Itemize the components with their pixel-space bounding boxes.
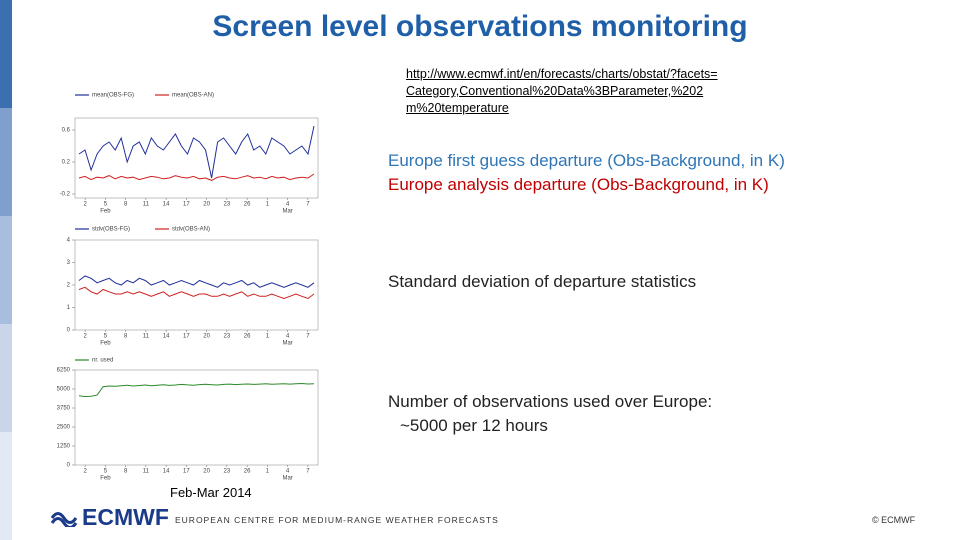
x-tick-label: 26 <box>244 469 251 475</box>
x-tick-label: 8 <box>124 202 128 208</box>
x-tick-label: 20 <box>203 469 210 475</box>
y-tick-label: 5000 <box>57 387 71 393</box>
y-tick-label: 0.2 <box>62 160 71 166</box>
y-tick-label: 3750 <box>57 406 71 412</box>
x-tick-label: 2 <box>83 334 87 340</box>
logo-icon <box>50 511 78 527</box>
x-tick-label: 1 <box>266 469 270 475</box>
x-tick-label: 17 <box>183 334 190 340</box>
x-tick-label: 14 <box>163 469 170 475</box>
x-tick-label: 14 <box>163 202 170 208</box>
sidebar-block <box>0 324 12 432</box>
caption: Europe analysis departure (Obs-Backgroun… <box>388 175 769 194</box>
month-label: Mar <box>282 341 292 347</box>
series-line <box>78 382 315 398</box>
x-tick-label: 4 <box>286 469 290 475</box>
month-label: Feb <box>100 476 111 482</box>
sidebar-block <box>0 108 12 216</box>
y-tick-label: 6250 <box>57 368 71 374</box>
x-tick-label: 7 <box>306 334 310 340</box>
caption: Europe first guess departure (Obs-Backgr… <box>388 151 785 170</box>
caption: ~5000 per 12 hours <box>400 416 548 435</box>
title: Screen level observations monitoring <box>212 10 748 43</box>
y-tick-label: 0.6 <box>62 128 71 134</box>
month-label: Feb <box>100 209 111 215</box>
x-tick-label: 23 <box>224 469 231 475</box>
x-tick-label: 8 <box>124 469 128 475</box>
period: Feb-Mar 2014 <box>170 485 252 500</box>
sidebar-block <box>0 216 12 324</box>
x-tick-label: 7 <box>306 469 310 475</box>
legend-label: mean(OBS-FG) <box>92 93 134 99</box>
x-tick-label: 2 <box>83 469 87 475</box>
legend-label: nr. used <box>92 358 113 364</box>
y-tick-label: 1 <box>67 305 71 311</box>
caption: Standard deviation of departure statisti… <box>388 272 697 291</box>
x-tick-label: 17 <box>183 202 190 208</box>
series-line <box>78 173 315 181</box>
y-tick-label: 1250 <box>57 444 71 450</box>
x-tick-label: 1 <box>266 202 270 208</box>
sidebar-block <box>0 0 12 108</box>
y-tick-label: 4 <box>67 238 71 244</box>
x-tick-label: 20 <box>203 334 210 340</box>
plot-frame <box>74 117 319 199</box>
x-tick-label: 20 <box>203 202 210 208</box>
y-tick-label: 0 <box>67 463 71 469</box>
x-tick-label: 11 <box>143 334 150 340</box>
logo: ECMWF <box>50 504 169 531</box>
y-tick-label: 2500 <box>57 425 71 431</box>
x-tick-label: 5 <box>104 334 108 340</box>
legend-label: stdv(OBS-FG) <box>92 227 130 233</box>
x-tick-label: 8 <box>124 334 128 340</box>
plot-frame <box>74 369 319 466</box>
x-tick-label: 4 <box>286 202 290 208</box>
y-tick-label: 3 <box>67 260 71 266</box>
x-tick-label: 11 <box>143 202 150 208</box>
x-tick-label: 1 <box>266 334 270 340</box>
plot-frame <box>74 239 319 331</box>
legend-label: mean(OBS-AN) <box>172 93 214 99</box>
month-label: Mar <box>282 209 292 215</box>
logo-text: ECMWF <box>82 504 169 530</box>
link[interactable]: http://www.ecmwf.int/en/forecasts/charts… <box>406 67 718 115</box>
x-tick-label: 23 <box>224 202 231 208</box>
series-line <box>78 275 315 288</box>
caption: Number of observations used over Europe: <box>388 392 713 411</box>
legend-label: stdv(OBS-AN) <box>172 227 210 233</box>
month-label: Feb <box>100 341 111 347</box>
x-tick-label: 14 <box>163 334 170 340</box>
x-tick-label: 2 <box>83 202 87 208</box>
series-line <box>78 286 315 300</box>
sidebar-block <box>0 432 12 540</box>
month-label: Mar <box>282 476 292 482</box>
y-tick-label: -0.2 <box>60 192 71 198</box>
x-tick-label: 26 <box>244 202 251 208</box>
x-tick-label: 7 <box>306 202 310 208</box>
x-tick-label: 5 <box>104 469 108 475</box>
x-tick-label: 11 <box>143 469 150 475</box>
y-tick-label: 0 <box>67 328 71 334</box>
x-tick-label: 4 <box>286 334 290 340</box>
x-tick-label: 5 <box>104 202 108 208</box>
y-tick-label: 2 <box>67 283 71 289</box>
x-tick-label: 17 <box>183 469 190 475</box>
footer-org: EUROPEAN CENTRE FOR MEDIUM-RANGE WEATHER… <box>175 515 499 525</box>
x-tick-label: 26 <box>244 334 251 340</box>
footer-copyright: © ECMWF <box>872 515 916 525</box>
x-tick-label: 23 <box>224 334 231 340</box>
series-line <box>78 125 315 179</box>
